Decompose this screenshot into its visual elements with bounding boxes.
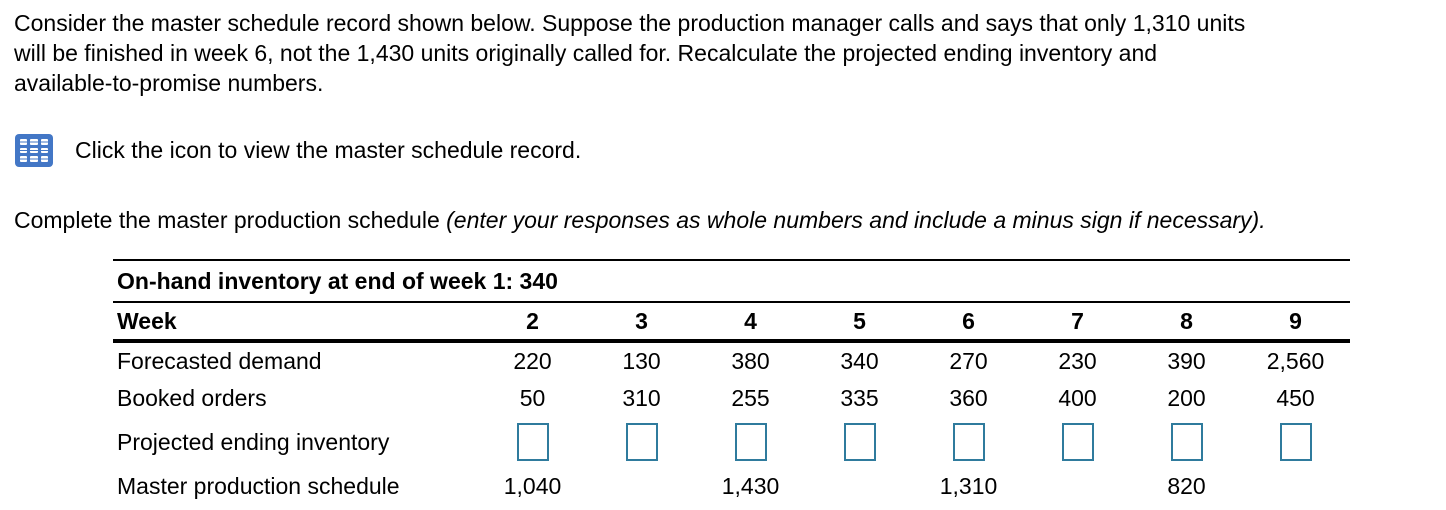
forecast-w2: 220 (513, 347, 552, 374)
week-header-8: 8 (1132, 302, 1241, 343)
projected-ending-inventory-input-week7[interactable] (1061, 423, 1094, 461)
week-header-7: 7 (1023, 302, 1132, 343)
week-header-6: 6 (914, 302, 1023, 343)
mps-w9 (1241, 467, 1350, 505)
instruction-normal: Complete the master production schedule (14, 207, 447, 233)
grid-cell (20, 147, 28, 154)
projected-ending-inventory-input-week4[interactable] (734, 423, 767, 461)
grid-cell (40, 139, 48, 145)
caption-row: On-hand inventory at end of week 1: 340 (113, 259, 1350, 303)
projected-ending-inventory-row: Projected ending inventory (113, 417, 1350, 467)
mps-w7 (1023, 467, 1132, 505)
forecast-w9: 2,560 (1266, 347, 1325, 374)
week-header-3: 3 (587, 302, 696, 343)
booked-w3: 310 (622, 384, 661, 411)
intro-paragraph: Consider the master schedule record show… (0, 0, 1446, 98)
booked-w5: 335 (840, 384, 879, 411)
icon-row: Click the icon to view the master schedu… (15, 134, 1446, 167)
grid-cell (20, 139, 28, 145)
intro-line-2: will be finished in week 6, not the 1,43… (14, 40, 1158, 66)
on-hand-caption: On-hand inventory at end of week 1: 340 (113, 259, 1350, 303)
mps-w6: 1,310 (939, 472, 998, 499)
grid-cell (30, 156, 38, 162)
projected-ending-inventory-input-week2[interactable] (516, 423, 549, 461)
booked-w2: 50 (519, 384, 546, 411)
projected-ending-inventory-input-week3[interactable] (625, 423, 658, 461)
booked-w7: 400 (1058, 384, 1097, 411)
week-row-label: Week (113, 302, 478, 343)
instruction-italic: (enter your responses as whole numbers a… (446, 207, 1266, 233)
booked-row-label: Booked orders (117, 384, 267, 411)
forecast-w8: 390 (1167, 347, 1206, 374)
mps-row: Master production schedule 1,040 1,430 1… (113, 467, 1350, 505)
week-header-9: 9 (1241, 302, 1350, 343)
booked-w6: 360 (949, 384, 988, 411)
projected-ending-inventory-input-week6[interactable] (952, 423, 985, 461)
mps-w2: 1,040 (503, 472, 562, 499)
forecast-w6: 270 (949, 347, 988, 374)
booked-w9: 450 (1276, 384, 1315, 411)
mps-w5 (805, 467, 914, 505)
forecast-w4: 380 (731, 347, 770, 374)
mps-w4: 1,430 (721, 472, 780, 499)
projected-ending-inventory-input-week8[interactable] (1170, 423, 1203, 461)
instruction-text: Complete the master production schedule … (0, 205, 1446, 235)
projected-row-label: Projected ending inventory (117, 428, 390, 455)
forecast-w3: 130 (622, 347, 661, 374)
icon-caption: Click the icon to view the master schedu… (75, 137, 582, 163)
forecast-w5: 340 (840, 347, 879, 374)
projected-ending-inventory-input-week9[interactable] (1279, 423, 1312, 461)
forecast-row: Forecasted demand 220 130 380 340 270 23… (113, 341, 1350, 379)
forecast-w7: 230 (1058, 347, 1097, 374)
projected-ending-inventory-input-week5[interactable] (843, 423, 876, 461)
grid-cell (30, 147, 38, 154)
intro-line-1: Consider the master schedule record show… (14, 10, 1246, 36)
week-header-4: 4 (696, 302, 805, 343)
booked-w4: 255 (731, 384, 770, 411)
grid-cell (40, 147, 48, 154)
week-header-5: 5 (805, 302, 914, 343)
booked-row: Booked orders 50 310 255 335 360 400 200… (113, 379, 1350, 417)
grid-cell (30, 139, 38, 145)
table-grid-icon[interactable] (15, 134, 53, 167)
week-header-row: Week 2 3 4 5 6 7 8 9 (113, 302, 1350, 343)
grid-cell (20, 156, 28, 162)
mps-w8: 820 (1167, 472, 1206, 499)
week-header-2: 2 (478, 302, 587, 343)
booked-w8: 200 (1167, 384, 1206, 411)
forecast-row-label: Forecasted demand (117, 347, 322, 374)
intro-line-3: available-to-promise numbers. (14, 70, 324, 96)
master-schedule-table: On-hand inventory at end of week 1: 340 … (113, 259, 1350, 505)
mps-w3 (587, 467, 696, 505)
grid-cell (40, 156, 48, 162)
mps-row-label: Master production schedule (117, 472, 400, 499)
